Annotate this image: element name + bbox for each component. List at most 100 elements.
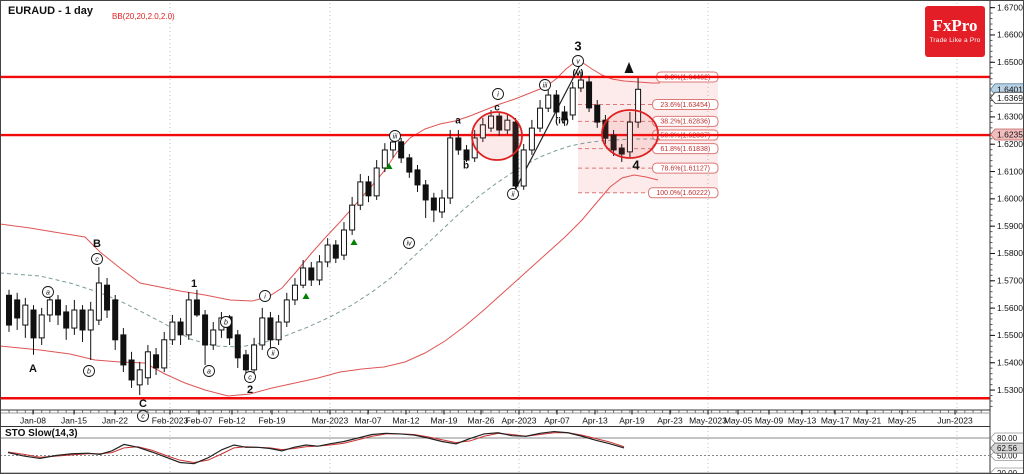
svg-text:Feb-19: Feb-19 (259, 415, 286, 425)
svg-text:1.59000: 1.59000 (997, 221, 1024, 231)
svg-text:1.66000: 1.66000 (997, 30, 1024, 40)
candle (430, 192, 437, 223)
sto-level-label: 20.00 (989, 467, 1024, 474)
svg-text:May-2023: May-2023 (689, 415, 727, 425)
svg-text:1.65000: 1.65000 (997, 57, 1024, 67)
fxpro-brand-text: FxPro (932, 16, 978, 35)
bollinger-bands (0, 61, 660, 397)
price-axis[interactable]: 1.670001.660001.650001.640001.630001.620… (989, 0, 1024, 474)
svg-text:c: c (95, 256, 99, 263)
candle (332, 240, 339, 264)
candle (210, 322, 217, 350)
svg-text:Apr-2023: Apr-2023 (502, 415, 537, 425)
svg-text:a: a (46, 289, 50, 296)
candle (169, 314, 176, 345)
svg-text:May-05: May-05 (724, 415, 753, 425)
candle (479, 117, 486, 143)
candle (95, 267, 102, 326)
svg-text:3: 3 (574, 38, 581, 53)
stochastic-panel[interactable]: 80.00 50.00 20.00 62.56 (0, 430, 1024, 474)
candle (63, 305, 70, 340)
candle (55, 295, 62, 326)
svg-text:Mar-07: Mar-07 (355, 415, 382, 425)
candle (618, 143, 625, 162)
candle (594, 99, 601, 128)
key-level-lines (0, 75, 990, 400)
svg-text:38.2%(1.62836): 38.2%(1.62836) (660, 119, 710, 126)
candle (340, 222, 347, 261)
svg-text:1.63699: 1.63699 (997, 93, 1024, 103)
candle (283, 292, 290, 327)
candle (87, 301, 94, 361)
svg-text:1.54000: 1.54000 (997, 357, 1024, 367)
candle (30, 305, 37, 355)
svg-text:1.60000: 1.60000 (997, 194, 1024, 204)
svg-text:v: v (576, 58, 580, 65)
fib-level-label: 61.8%(1.61838) (652, 143, 719, 155)
candle (144, 344, 151, 385)
svg-text:b: b (87, 368, 91, 375)
candle (185, 291, 192, 340)
candle (463, 145, 470, 162)
candle (439, 189, 446, 218)
svg-text:C: C (139, 398, 147, 410)
svg-text:1.67000: 1.67000 (997, 2, 1024, 12)
svg-text:62.56: 62.56 (997, 444, 1018, 453)
candle (569, 81, 576, 120)
svg-text:Apr-13: Apr-13 (582, 415, 608, 425)
svg-text:1.55000: 1.55000 (997, 330, 1024, 340)
bollinger-indicator-label: BB(20,20,2.0,2.0) (112, 12, 175, 21)
candle (504, 114, 511, 135)
svg-text:a: a (455, 116, 461, 127)
stochastic-indicator-label: STO Slow(14,3) (5, 428, 78, 439)
svg-text:b: b (224, 319, 228, 326)
candle (586, 75, 593, 112)
svg-text:May-17: May-17 (821, 415, 850, 425)
candle (422, 180, 429, 218)
fxpro-tagline-text: Trade Like a Pro (929, 37, 981, 44)
svg-text:Apr-23: Apr-23 (657, 415, 683, 425)
candle (349, 196, 356, 235)
svg-text:Mar-2023: Mar-2023 (312, 415, 349, 425)
svg-text:Jan-22: Jan-22 (102, 415, 128, 425)
candle (161, 331, 168, 373)
candle (300, 260, 307, 289)
svg-text:1.58000: 1.58000 (997, 248, 1024, 258)
candle (561, 105, 568, 126)
candle (6, 289, 12, 332)
svg-text:Jun-2023: Jun-2023 (937, 415, 973, 425)
svg-text:May-21: May-21 (853, 415, 882, 425)
fib-level-label: 78.6%(1.61127) (652, 162, 719, 174)
candle (177, 317, 184, 345)
black-up-arrow-icon (624, 62, 634, 73)
svg-text:c: c (248, 374, 252, 381)
candle (193, 289, 200, 317)
candles (6, 71, 642, 395)
fib-level-label: 23.6%(1.63454) (652, 99, 719, 111)
svg-text:i: i (497, 91, 499, 98)
candle (398, 137, 405, 164)
svg-text:1.53000: 1.53000 (997, 385, 1024, 395)
candle (153, 347, 160, 376)
candle (496, 111, 503, 137)
candle (528, 119, 535, 155)
candle (79, 305, 86, 342)
candle (626, 111, 633, 158)
svg-text:1.61000: 1.61000 (997, 166, 1024, 176)
candle (308, 261, 315, 286)
candle (520, 143, 527, 190)
fib-level-label: 38.2%(1.62836) (652, 115, 719, 127)
candle (324, 238, 331, 268)
svg-text:1.57000: 1.57000 (997, 276, 1024, 286)
svg-text:c: c (494, 103, 500, 114)
svg-text:ii: ii (511, 191, 515, 198)
svg-text:Mar-12: Mar-12 (393, 415, 420, 425)
sto-level-label: 80.00 (989, 432, 1024, 444)
svg-text:i: i (264, 293, 266, 300)
candle (22, 298, 29, 338)
candle (136, 361, 143, 395)
